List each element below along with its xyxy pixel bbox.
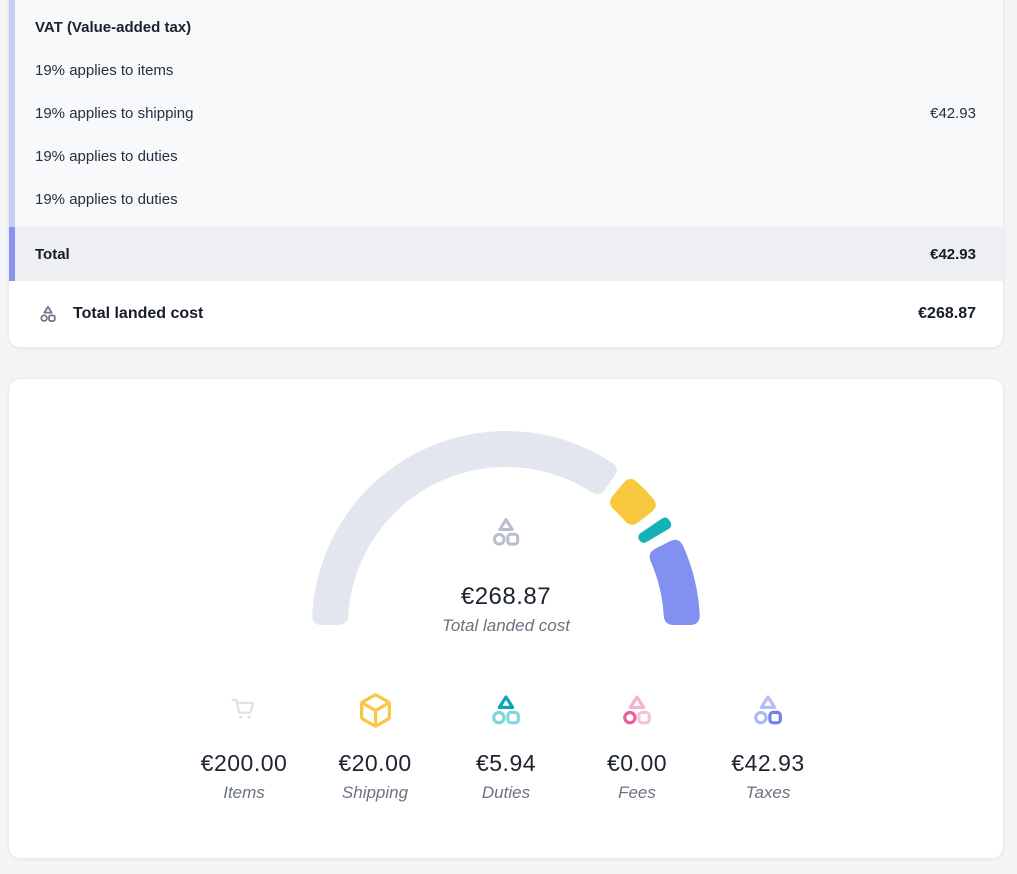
legend-item-taxes: €42.93 Taxes [703, 690, 834, 803]
tax-line-label: 19% applies to items [35, 62, 174, 79]
legend-value: €200.00 [200, 750, 288, 776]
gauge-segment-duties [638, 517, 672, 543]
legend-item-duties: €5.94 Duties [441, 690, 572, 803]
shapes-icon [487, 513, 525, 556]
cart-icon [227, 690, 261, 730]
gauge-segment-items [312, 431, 617, 625]
box-icon [357, 690, 394, 730]
vat-section-header: VAT (Value-added tax) [15, 6, 1003, 49]
tax-total-row: Total €42.93 [9, 227, 1003, 281]
tax-line-label: 19% applies to duties [35, 191, 178, 208]
total-landed-cost-row: Total landed cost €268.87 [9, 281, 1003, 347]
gauge-segment-shipping [610, 479, 656, 525]
legend-label: Fees [618, 783, 656, 802]
shapes-icon-duties [486, 690, 526, 730]
landed-cost-gauge [312, 431, 700, 625]
tax-line-row: 19% applies to duties [15, 178, 1003, 221]
gauge-segment-taxes [649, 539, 700, 625]
legend-item-shipping: €20.00 Shipping [310, 690, 441, 803]
gauge-area: €268.87 Total landed cost [256, 405, 756, 635]
legend-label: Items [223, 783, 265, 802]
shapes-icon-fees [617, 690, 657, 730]
tax-line-label: 19% applies to duties [35, 148, 178, 165]
legend-value: €5.94 [475, 750, 537, 776]
tax-total-value: €42.93 [930, 245, 976, 263]
total-landed-cost-label: Total landed cost [73, 305, 204, 322]
gauge-total-value: €268.87 [460, 583, 552, 610]
tax-line-label: 19% applies to shipping [35, 105, 194, 122]
tax-line-value: €42.93 [930, 105, 976, 122]
shapes-icon [37, 303, 59, 325]
tax-breakdown-card: VAT (Value-added tax) 19% applies to ite… [8, 0, 1004, 348]
shapes-icon-taxes [748, 690, 788, 730]
tax-line-row: 19% applies to duties [15, 135, 1003, 178]
tax-line-row: 19% applies to shipping €42.93 [15, 92, 1003, 135]
legend-value: €42.93 [731, 750, 805, 776]
landed-cost-gauge-card: €268.87 Total landed cost €200.00 Items [8, 378, 1004, 859]
legend-item-fees: €0.00 Fees [572, 690, 703, 803]
vat-section: VAT (Value-added tax) 19% applies to ite… [9, 0, 1003, 227]
tax-total-label: Total [35, 245, 70, 263]
tax-line-row: 19% applies to items [15, 49, 1003, 92]
legend-label: Shipping [341, 783, 409, 802]
total-landed-cost-value: €268.87 [918, 305, 976, 322]
vat-header-label: VAT (Value-added tax) [35, 19, 192, 36]
legend-label: Taxes [745, 783, 791, 802]
cost-legend: €200.00 Items €20.00 Shipping [9, 690, 1003, 803]
legend-value: €20.00 [338, 750, 412, 776]
gauge-total-label: Total landed cost [442, 616, 570, 635]
legend-value: €0.00 [606, 750, 668, 776]
gauge-center: €268.87 Total landed cost [256, 513, 756, 638]
legend-label: Duties [481, 783, 531, 802]
legend-item-items: €200.00 Items [179, 690, 310, 803]
